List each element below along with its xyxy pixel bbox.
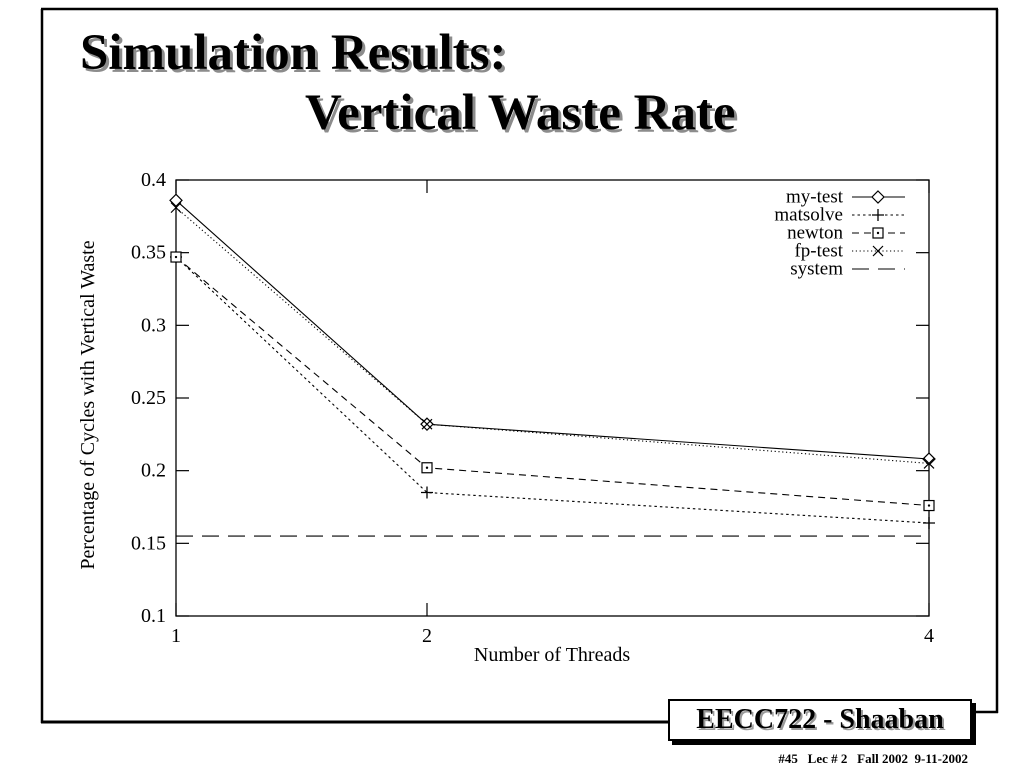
legend-marker-fp-test xyxy=(872,245,884,257)
square-marker-dot xyxy=(927,504,931,507)
x-tick-label: 2 xyxy=(422,625,432,647)
y-tick-label: 0.4 xyxy=(141,169,166,191)
legend-marker-newton xyxy=(872,227,884,239)
square-marker-dot xyxy=(425,466,429,469)
legend-label-matsolve: matsolve xyxy=(774,205,843,226)
square-marker-dot xyxy=(876,231,880,235)
slide-footer-info: #45 Lec # 2 Fall 2002 9-11-2002 xyxy=(778,751,968,766)
legend-label-system: system xyxy=(790,259,843,280)
fp-test-data-point xyxy=(170,202,182,214)
slide-title-line-1: Simulation Results: xyxy=(80,25,507,81)
y-tick-label: 0.25 xyxy=(131,387,166,409)
newton-data-point xyxy=(170,251,182,263)
newton-data-point xyxy=(421,462,433,474)
legend-label-my-test: my-test xyxy=(786,187,844,208)
course-label-box: EECC722 - Shaaban xyxy=(668,699,972,741)
matsolve-data-point xyxy=(923,516,935,529)
y-tick-label: 0.1 xyxy=(141,605,166,627)
course-label: EECC722 - Shaaban xyxy=(696,704,944,735)
slide-title-line-2: Vertical Waste Rate xyxy=(305,85,736,141)
fp-test-data-point xyxy=(923,457,935,469)
fp-test-data-point xyxy=(421,418,433,430)
y-tick-label: 0.3 xyxy=(141,314,166,336)
legend-marker-my-test xyxy=(871,190,885,204)
square-marker-dot xyxy=(174,255,178,259)
x-axis-label: Number of Threads xyxy=(474,644,630,666)
legend-label-fp-test: fp-test xyxy=(794,241,843,262)
y-axis-label: Percentage of Cycles with Vertical Waste xyxy=(77,240,99,569)
series-line-newton xyxy=(175,256,930,507)
matsolve-data-point xyxy=(421,486,433,499)
series-line-matsolve xyxy=(175,256,930,524)
legend-label-newton: newton xyxy=(787,223,843,244)
legend-marker-matsolve xyxy=(872,209,884,221)
y-tick-label: 0.2 xyxy=(141,460,166,482)
x-tick-label: 1 xyxy=(171,625,181,647)
my-test-data-point xyxy=(922,452,936,466)
x-tick-label: 4 xyxy=(924,625,934,647)
y-tick-label: 0.35 xyxy=(131,242,166,264)
newton-data-point xyxy=(923,499,935,512)
my-test-data-point xyxy=(169,193,183,208)
y-tick-label: 0.15 xyxy=(131,532,166,554)
